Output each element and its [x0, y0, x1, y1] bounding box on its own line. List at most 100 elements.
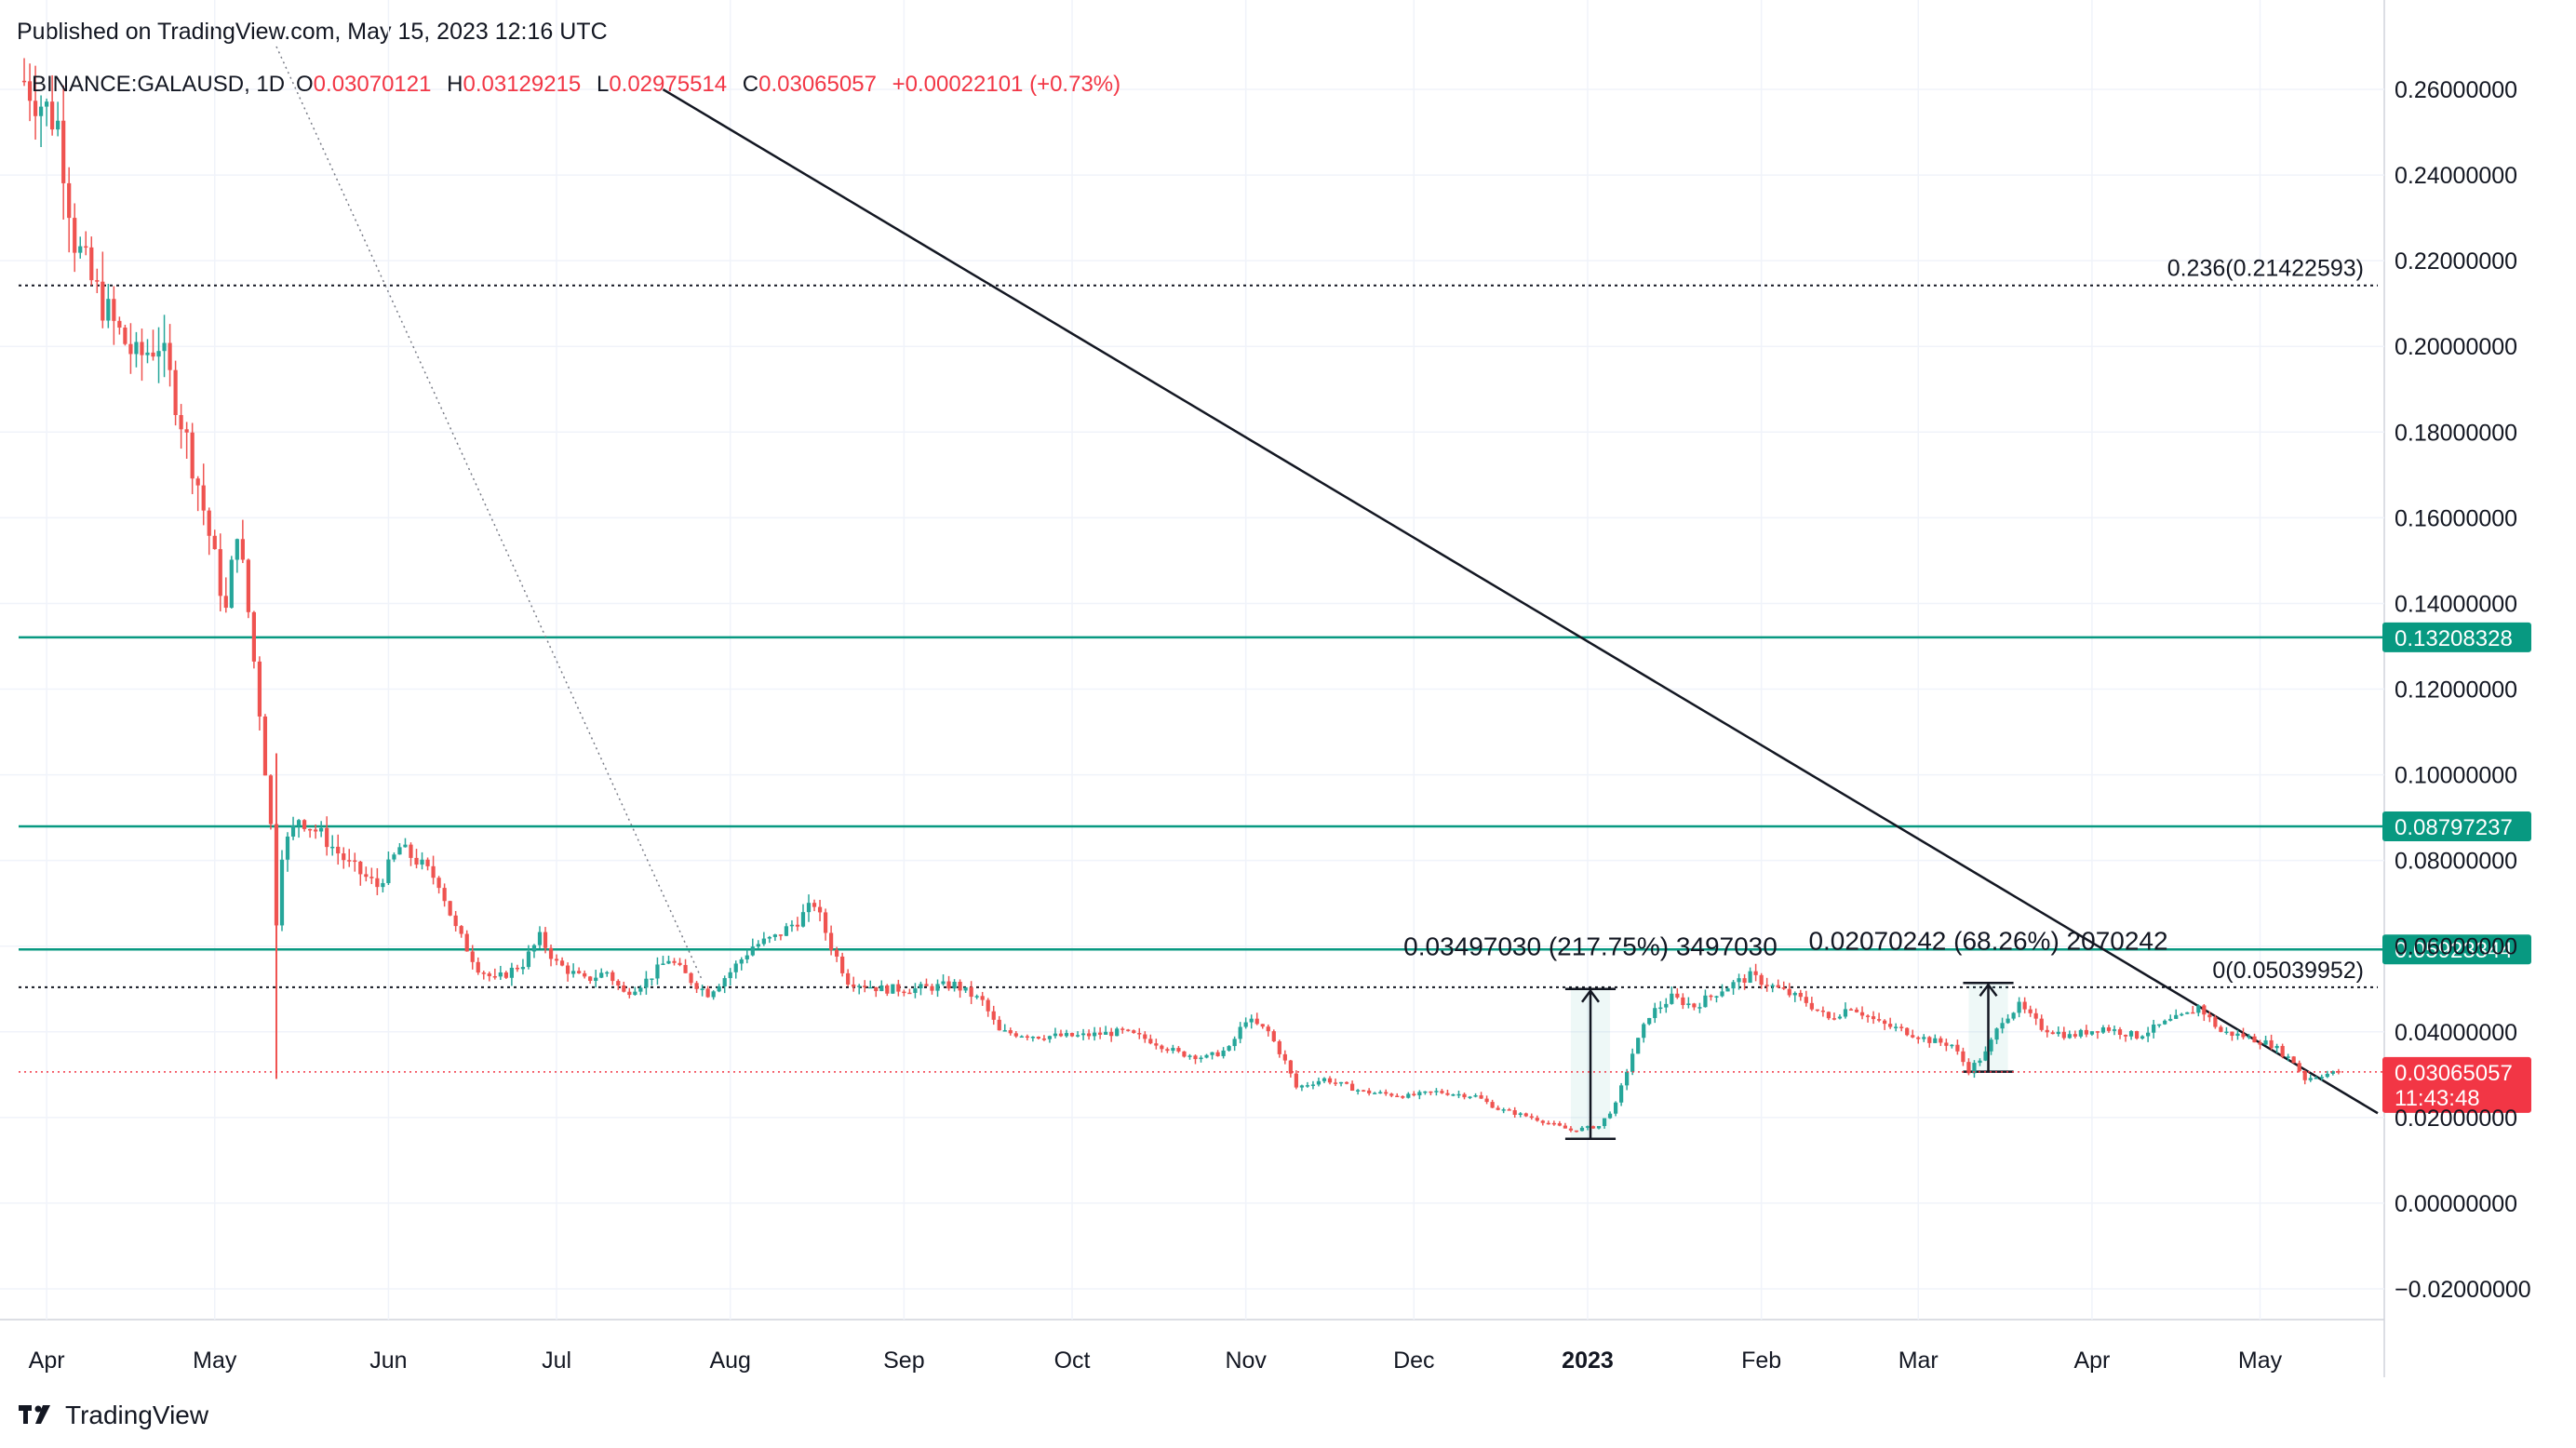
candle-body	[1843, 1009, 1848, 1017]
candle-body	[1254, 1018, 1259, 1025]
time-axis[interactable]: Apr May Jun Jul Aug Sep Oct Nov Dec 2023 Feb Mar Apr…	[29, 1347, 2283, 1374]
candle-body	[308, 828, 313, 831]
candle-body	[2117, 1029, 2123, 1035]
brand-footer[interactable]: TradingView	[19, 1401, 208, 1430]
candle-body	[1204, 1054, 1209, 1058]
last-price-tag	[2382, 1056, 2531, 1113]
candle-body	[1406, 1093, 1411, 1098]
candle-body	[336, 846, 341, 854]
candle-body	[2274, 1045, 2279, 1049]
candle-body	[2123, 1034, 2128, 1037]
candle-body	[1647, 1017, 1652, 1025]
candle-body	[1132, 1030, 1136, 1034]
candle-body	[571, 971, 576, 974]
candle-body	[84, 246, 88, 248]
candle-body	[459, 926, 463, 934]
candle-body	[583, 972, 587, 977]
candle-body	[481, 972, 486, 974]
candle-body	[1227, 1046, 1231, 1051]
candle-body	[1238, 1026, 1242, 1039]
candle-body	[1232, 1039, 1237, 1047]
candle-body	[2050, 1032, 2055, 1035]
candle-body	[1709, 995, 1713, 998]
candle-body	[134, 342, 139, 355]
candle-body	[1473, 1095, 1478, 1097]
candle-body	[229, 559, 234, 609]
candle-body	[2163, 1020, 2167, 1025]
dotted-trendline	[275, 46, 704, 981]
candle-body	[1126, 1029, 1131, 1031]
candle-body	[1120, 1028, 1125, 1030]
tradingview-logo-icon	[19, 1405, 50, 1424]
candle-body	[464, 933, 469, 952]
candle-body	[733, 963, 738, 972]
candle-body	[1876, 1019, 1882, 1021]
candle-body	[1731, 982, 1736, 989]
candle-body	[1429, 1091, 1433, 1093]
price-axis[interactable]: 0.26000000 0.24000000 0.22000000 0.20000000…	[2395, 77, 2531, 1303]
candle-body	[1143, 1034, 1147, 1039]
candle-body	[2112, 1029, 2117, 1031]
candle-body	[285, 836, 290, 860]
candle-body	[1540, 1120, 1545, 1123]
candle-body	[1557, 1123, 1562, 1126]
candle-body	[2258, 1042, 2262, 1045]
candle-body	[2084, 1029, 2088, 1035]
candle-body	[1243, 1022, 1248, 1027]
candle-body	[1362, 1090, 1366, 1092]
candle-body	[251, 611, 257, 662]
candle-body	[2297, 1063, 2301, 1072]
x-tick-label: Oct	[1054, 1347, 1091, 1374]
candle-body	[2319, 1077, 2324, 1079]
candle-body	[73, 218, 77, 253]
candle-body	[1069, 1033, 1075, 1037]
candle-body	[409, 844, 413, 858]
candle-body	[2196, 1005, 2201, 1013]
fib-levels: 0.236(0.21422593) 0(0.05039952)	[19, 256, 2378, 988]
candle-body	[1322, 1078, 1327, 1081]
candle-body	[2241, 1033, 2246, 1038]
candle-body	[2106, 1027, 2112, 1031]
candle-body	[2207, 1014, 2212, 1018]
candle-body	[2325, 1073, 2329, 1078]
candle-body	[392, 854, 396, 860]
candle-body	[1210, 1052, 1214, 1055]
candle-body	[1445, 1093, 1450, 1095]
horizontal-levels: 0.13208328 0.08797237 0.05923344	[19, 622, 2531, 965]
candle-body	[1681, 997, 1685, 1005]
candle-body	[1764, 985, 1769, 986]
candle-body	[1479, 1095, 1483, 1099]
candle-body	[2017, 1001, 2021, 1013]
symbol-legend: BINANCE:GALAUSD, 1D O0.03070121 H0.03129…	[32, 72, 1120, 97]
candle-body	[397, 847, 402, 855]
candle-body	[1972, 1063, 1977, 1074]
candle-body	[21, 80, 27, 83]
candle-body	[1792, 992, 1797, 996]
candle-body	[1759, 974, 1764, 985]
candle-body	[1675, 993, 1680, 998]
candle-body	[375, 878, 380, 888]
candle-body	[448, 901, 452, 916]
candle-body	[1041, 1038, 1047, 1040]
measure-arrow-head	[1581, 988, 1600, 1003]
candle-body	[1356, 1090, 1361, 1092]
candle-body	[1423, 1091, 1428, 1093]
y-tick-label: 0.24000000	[2395, 163, 2517, 189]
candle-body	[666, 960, 671, 964]
y-tick-label: 0.18000000	[2395, 420, 2517, 446]
candle-body	[655, 964, 660, 979]
candle-body	[913, 988, 918, 993]
candle-body	[879, 985, 884, 992]
candle-body	[1154, 1043, 1159, 1046]
candle-body	[1568, 1128, 1574, 1131]
candle-body	[1933, 1038, 1938, 1043]
candle-body	[1894, 1026, 1898, 1028]
candle-body	[2308, 1078, 2313, 1080]
candle-body	[1714, 996, 1719, 998]
candle-body	[1182, 1051, 1187, 1057]
candle-body	[353, 860, 357, 863]
candle-body	[173, 369, 178, 416]
trendlines	[275, 46, 2379, 1115]
candle-body	[761, 938, 766, 945]
